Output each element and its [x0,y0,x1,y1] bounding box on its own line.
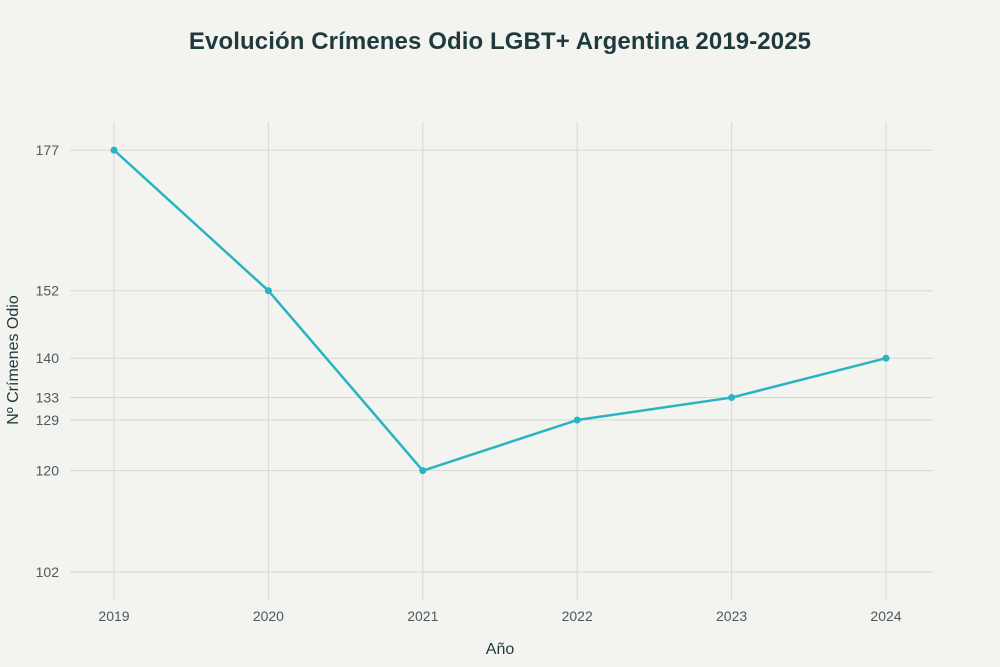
y-tick-label: 177 [36,142,60,158]
x-tick-label: 2024 [870,608,901,624]
y-tick-label: 102 [36,564,60,580]
y-tick-label: 120 [36,463,60,479]
series-line [112,148,888,472]
data-point[interactable] [110,146,118,154]
data-point[interactable] [728,394,736,402]
x-tick-label: 2019 [98,608,129,624]
y-tick-label: 133 [36,390,60,406]
x-axis-label: Año [485,641,515,658]
series-layer [112,148,888,472]
y-tick-label: 129 [36,412,60,428]
y-axis-label: Nº Crímenes Odio [5,295,22,425]
chart-title: Evolución Crímenes Odio LGBT+ Argentina … [188,28,812,55]
y-tick-labels: 102 120 129 133 140 152 177 [36,142,60,580]
data-points [110,146,890,475]
data-point[interactable] [264,287,272,295]
data-point[interactable] [419,467,427,475]
gridlines [70,122,933,600]
x-tick-labels: 2019 2020 2021 2022 2023 2024 [98,608,901,624]
x-tick-label: 2020 [253,608,284,624]
data-point[interactable] [882,354,890,362]
y-tick-label: 152 [36,283,60,299]
y-tick-label: 140 [36,350,60,366]
data-point[interactable] [573,416,581,424]
x-tick-label: 2021 [407,608,438,624]
x-tick-label: 2022 [562,608,593,624]
x-tick-label: 2023 [716,608,747,624]
